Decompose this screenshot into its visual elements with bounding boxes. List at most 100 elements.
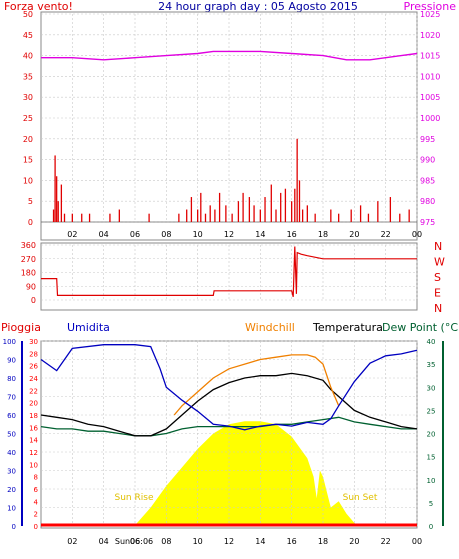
x-tick-label: 02	[67, 230, 77, 239]
sunrise-tick-label: Sun06:06	[115, 537, 153, 546]
x-tick-label: 06	[130, 230, 140, 239]
humidity-tick-label: 40	[7, 449, 16, 457]
humidity-tick-label: 100	[3, 338, 16, 346]
x-tick-label: 12	[224, 230, 234, 239]
humidity-line	[40, 344, 418, 431]
rain-tick-label: 6	[34, 486, 39, 494]
x-tick-label: 18	[318, 537, 328, 546]
temperature-line	[40, 372, 418, 437]
direction-tick-label: 180	[21, 269, 36, 278]
wind-speed-label: Forza vento!	[4, 0, 73, 13]
x-tick-label: 16	[287, 537, 297, 546]
x-tick-label: 14	[255, 537, 265, 546]
wind-tick-label: 40	[23, 52, 33, 61]
x-tick-label: 20	[349, 230, 359, 239]
legend-temperature: Temperatura	[312, 321, 383, 334]
rain-tick-label: 14	[29, 437, 38, 445]
temperature-tick-label: 0	[429, 523, 433, 531]
rain-tick-label: 30	[29, 338, 38, 346]
x-tick-label: 20	[349, 537, 359, 546]
x-tick-label: 02	[67, 537, 77, 546]
humidity-tick-label: 20	[7, 486, 16, 494]
compass-label: S	[434, 271, 441, 284]
x-tick-label: 04	[99, 230, 109, 239]
rain-tick-label: 8	[34, 474, 38, 482]
rain-tick-label: 16	[29, 424, 38, 432]
rain-tick-label: 2	[34, 511, 38, 519]
temperature-tick-label: 10	[427, 477, 436, 485]
wind-tick-label: 5	[28, 197, 33, 206]
x-tick-label: 10	[193, 230, 203, 239]
pressure-tick-label: 1025	[420, 10, 440, 19]
compass-label: N	[434, 240, 442, 253]
sunrise-label: Sun Rise	[115, 493, 154, 503]
wind-tick-label: 35	[23, 72, 33, 81]
x-tick-label: 18	[318, 230, 328, 239]
pressure-line	[41, 50, 418, 61]
x-tick-label: 14	[255, 230, 265, 239]
wind-tick-label: 25	[23, 114, 33, 123]
x-tick-label: 06	[130, 537, 140, 546]
direction-tick-label: 0	[31, 296, 36, 305]
wind-tick-label: 30	[23, 93, 33, 102]
compass-label: E	[434, 287, 441, 300]
legend-rain: Pioggia	[1, 321, 41, 334]
x-tick-label: 00	[412, 230, 422, 239]
rain-tick-label: 12	[29, 449, 38, 457]
humidity-tick-label: 60	[7, 412, 16, 420]
temperature-tick-label: 25	[427, 407, 436, 415]
humidity-tick-label: 50	[7, 431, 16, 439]
pressure-tick-label: 995	[420, 135, 435, 144]
humidity-tick-label: 0	[12, 523, 16, 531]
rain-tick-label: 28	[29, 350, 38, 358]
wind-tick-label: 10	[23, 176, 33, 185]
humidity-tick-label: 80	[7, 375, 16, 383]
temperature-tick-label: 5	[429, 500, 433, 508]
wind-tick-label: 50	[23, 10, 33, 19]
humidity-tick-label: 10	[7, 505, 16, 513]
rain-tick-label: 20	[29, 400, 38, 408]
humidity-tick-label: 90	[7, 357, 16, 365]
pressure-tick-label: 990	[420, 156, 435, 165]
x-tick-label: 22	[381, 537, 391, 546]
rain-tick-label: 22	[29, 387, 38, 395]
rain-tick-label: 4	[34, 498, 39, 506]
wind-tick-label: 15	[23, 156, 33, 165]
temperature-plot: 0102030405060708090100024681012141618202…	[3, 338, 444, 546]
x-tick-label: 08	[161, 537, 171, 546]
temperature-tick-label: 20	[427, 431, 436, 439]
x-tick-label: 08	[161, 230, 171, 239]
humidity-tick-label: 30	[7, 468, 16, 476]
temperature-tick-label: 30	[427, 384, 436, 392]
graph-title: 24 hour graph day : 05 Agosto 2015	[158, 0, 358, 13]
x-tick-label: 22	[381, 230, 391, 239]
x-tick-label: 10	[193, 537, 203, 546]
rain-tick-label: 18	[29, 412, 38, 420]
rain-tick-label: 0	[34, 523, 38, 531]
compass-label: N	[434, 302, 442, 315]
x-tick-label: 16	[287, 230, 297, 239]
pressure-label: Pressione	[404, 0, 457, 13]
temperature-tick-label: 35	[427, 361, 436, 369]
wind-tick-label: 45	[23, 31, 33, 40]
wind-tick-label: 0	[28, 218, 33, 227]
rain-tick-label: 26	[29, 363, 38, 371]
rain-tick-label: 24	[29, 375, 38, 383]
wind-pressure-plot: 0510152025303540455097598098599099510001…	[23, 10, 441, 239]
x-tick-label: 04	[99, 537, 109, 546]
windchill-line	[173, 354, 340, 416]
rain-tick-label: 10	[29, 461, 38, 469]
wind-tick-label: 20	[23, 135, 33, 144]
pressure-tick-label: 1020	[420, 31, 440, 40]
direction-tick-label: 90	[26, 282, 36, 291]
pressure-tick-label: 975	[420, 218, 435, 227]
sunset-label: Sun Set	[343, 493, 378, 503]
x-tick-label: 00	[412, 537, 422, 546]
legend-windchill: Windchill	[245, 321, 295, 334]
legend-humidity: Umidita	[67, 321, 110, 334]
pressure-tick-label: 1000	[420, 114, 440, 123]
direction-tick-label: 360	[21, 241, 36, 250]
temperature-tick-label: 40	[427, 338, 436, 346]
